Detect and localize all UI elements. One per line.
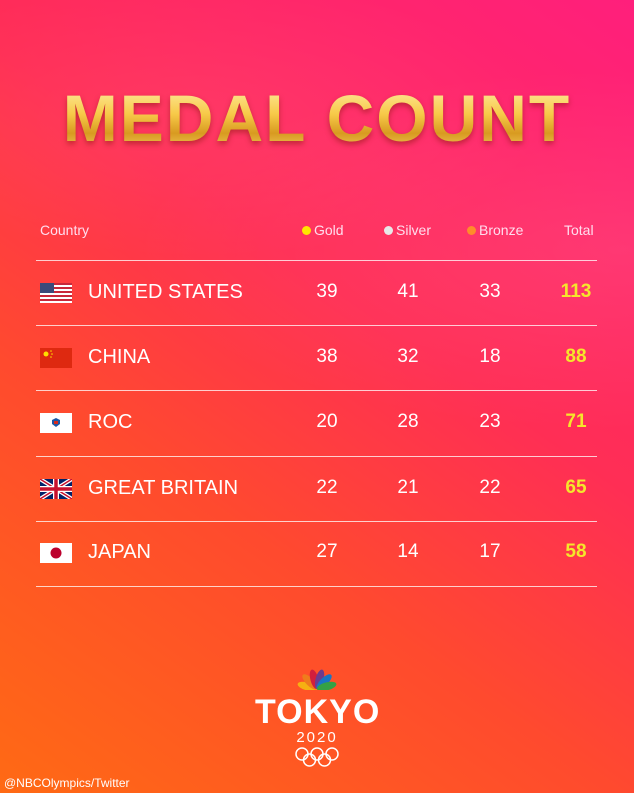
country-name: JAPAN [88, 541, 151, 563]
bronze-count: 23 [479, 411, 501, 432]
divider [36, 260, 597, 261]
header-gold: Gold [302, 222, 344, 238]
roc-flag-icon [40, 413, 72, 433]
logo-word: TOKYO [255, 693, 381, 731]
us-flag-icon [40, 283, 72, 303]
bronze-count: 22 [479, 477, 501, 498]
table-row: GREAT BRITAIN 22 21 22 65 [0, 474, 634, 504]
bronze-count: 33 [479, 281, 501, 302]
total-count: 58 [565, 541, 587, 562]
silver-count: 21 [397, 477, 419, 498]
table-row: JAPAN 27 14 17 58 [0, 538, 634, 568]
silver-dot-icon [384, 226, 393, 235]
total-count: 113 [560, 281, 592, 302]
divider [36, 456, 597, 457]
header-silver-label: Silver [396, 222, 432, 238]
silver-count: 28 [397, 411, 419, 432]
header-total: Total [564, 222, 594, 238]
silver-count: 41 [397, 281, 419, 302]
gold-count: 39 [316, 281, 338, 302]
gold-count: 27 [316, 541, 338, 562]
logo-year: 2020 [296, 729, 338, 746]
country-name: CHINA [88, 346, 151, 368]
divider [36, 390, 597, 391]
header-gold-label: Gold [314, 222, 344, 238]
gold-dot-icon [302, 226, 311, 235]
country-name: UNITED STATES [88, 281, 243, 303]
table-row: ROC 20 28 23 71 [0, 408, 634, 438]
olympic-rings-icon [295, 747, 339, 767]
divider [36, 325, 597, 326]
page-title: MEDAL COUNT [0, 80, 634, 156]
country-name: ROC [88, 411, 133, 433]
table-row: CHINA 38 32 18 88 [0, 343, 634, 373]
table-row: UNITED STATES 39 41 33 113 [0, 278, 634, 308]
gold-count: 38 [316, 346, 338, 367]
bronze-dot-icon [467, 226, 476, 235]
silver-count: 14 [397, 541, 419, 562]
total-count: 88 [565, 346, 587, 367]
bronze-count: 17 [479, 541, 501, 562]
header-country: Country [40, 222, 90, 238]
header-bronze: Bronze [467, 222, 523, 238]
country-name: GREAT BRITAIN [88, 477, 239, 499]
divider [36, 586, 597, 587]
china-flag-icon [40, 348, 72, 368]
uk-flag-icon [40, 479, 72, 499]
nbc-peacock-icon [297, 669, 337, 692]
bronze-count: 18 [479, 346, 501, 367]
gold-count: 20 [316, 411, 338, 432]
divider [36, 521, 597, 522]
header-bronze-label: Bronze [479, 222, 524, 238]
image-credit: @NBCOlympics/Twitter [4, 776, 130, 790]
japan-flag-icon [40, 543, 72, 563]
silver-count: 32 [397, 346, 419, 367]
nbc-tokyo-2020-logo: TOKYO 2020 [255, 668, 379, 772]
gold-count: 22 [316, 477, 338, 498]
total-count: 65 [565, 477, 587, 498]
header-silver: Silver [384, 222, 431, 238]
total-count: 71 [565, 411, 587, 432]
